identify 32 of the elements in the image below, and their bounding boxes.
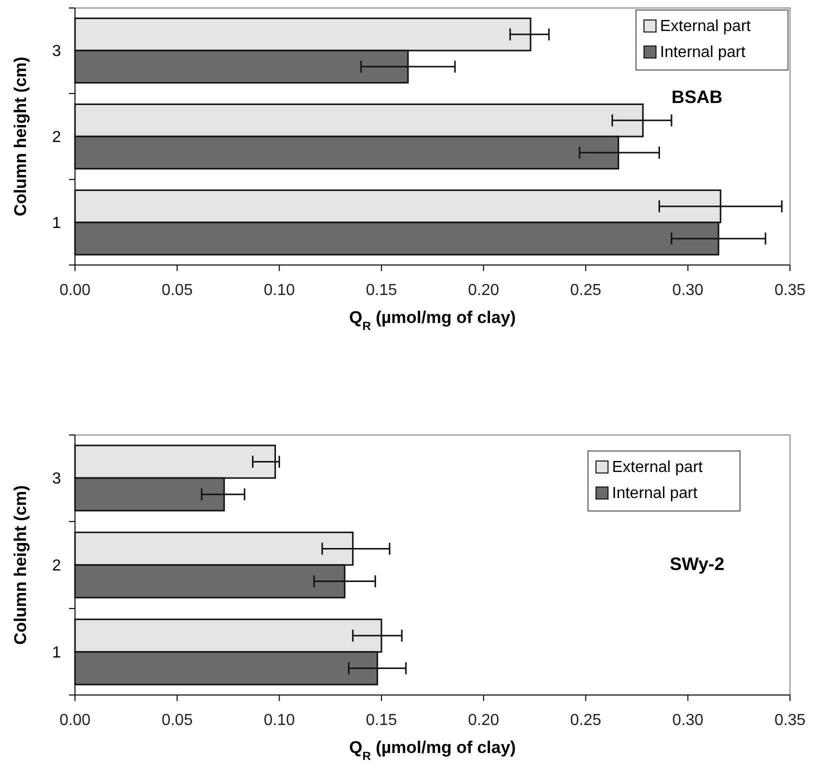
annotation: SWy-2 bbox=[670, 554, 724, 574]
y-tick-label: 3 bbox=[52, 43, 62, 60]
x-axis-title: Q$_{R}$ (µmol/mg of clay) bbox=[349, 308, 516, 333]
y-axis-title: Column height (cm) bbox=[11, 485, 30, 645]
x-tick-label: 0.35 bbox=[774, 712, 806, 729]
y-axis-title: Column height (cm) bbox=[11, 56, 30, 216]
x-tick-label: 0.20 bbox=[468, 282, 500, 299]
x-tick-label: 0.20 bbox=[468, 712, 500, 729]
y-tick-label: 1 bbox=[52, 644, 62, 662]
x-tick-label: 0.05 bbox=[162, 712, 193, 729]
y-tick-label: 1 bbox=[52, 215, 62, 232]
y-tick-label: 2 bbox=[52, 558, 62, 575]
x-tick-label: 0.35 bbox=[774, 282, 806, 299]
x-tick-label: 0.00 bbox=[59, 282, 91, 299]
annotation: BSAB bbox=[672, 87, 723, 108]
legend-label: External part bbox=[612, 459, 704, 476]
y-tick-label: 2 bbox=[52, 129, 62, 146]
x-axis-title: Q$_{R}$ (µmol/mg of clay) bbox=[349, 738, 516, 763]
x-tick-label: 0.15 bbox=[366, 282, 398, 299]
x-tick-label: 0.05 bbox=[162, 282, 193, 299]
x-tick-label: 0.25 bbox=[570, 282, 602, 299]
x-tick-label: 0.00 bbox=[59, 712, 91, 729]
x-tick-label: 0.30 bbox=[672, 712, 704, 729]
x-tick-label: 0.30 bbox=[672, 282, 704, 299]
x-tick-label: 0.10 bbox=[264, 712, 295, 729]
legend-label: Internal part bbox=[660, 44, 746, 61]
legend-label: Internal part bbox=[612, 485, 698, 502]
y-tick-label: 3 bbox=[52, 470, 62, 488]
x-tick-label: 0.10 bbox=[264, 282, 295, 299]
x-tick-label: 0.15 bbox=[366, 712, 398, 729]
x-tick-label: 0.25 bbox=[570, 712, 602, 729]
legend-label: External part bbox=[660, 18, 752, 35]
